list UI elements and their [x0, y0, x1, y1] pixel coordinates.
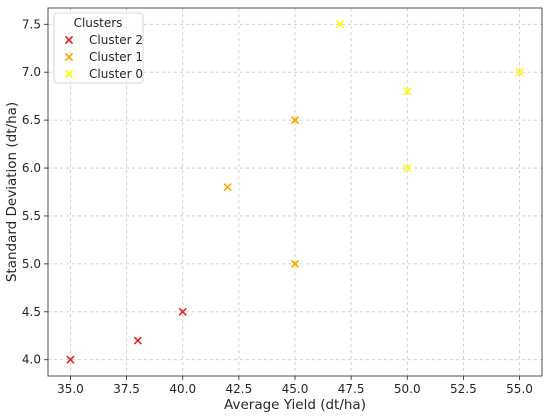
y-tick-label: 4.5 — [22, 305, 41, 319]
y-tick-label: 7.5 — [22, 17, 41, 31]
legend-entry-label: Cluster 0 — [89, 67, 143, 81]
legend-title: Clusters — [74, 16, 123, 30]
legend-entry-label: Cluster 2 — [89, 33, 143, 47]
data-point — [134, 337, 141, 344]
x-tick-label: 35.0 — [57, 382, 84, 396]
x-tick-label: 42.5 — [226, 382, 253, 396]
x-axis-label: Average Yield (dt/ha) — [224, 397, 366, 413]
y-tick-label: 5.5 — [22, 209, 41, 223]
y-axis-label: Standard Deviation (dt/ha) — [4, 102, 20, 282]
legend: Clusters Cluster 2 Cluster 1 Cluster 0 — [54, 13, 143, 83]
x-tick-label: 45.0 — [282, 382, 309, 396]
x-tick-label: 40.0 — [169, 382, 196, 396]
y-tick-label: 6.0 — [22, 161, 41, 175]
legend-entry-label: Cluster 1 — [89, 50, 143, 64]
y-tick-label: 7.0 — [22, 65, 41, 79]
y-tick-label: 6.5 — [22, 113, 41, 127]
x-tick-label: 37.5 — [113, 382, 140, 396]
data-point — [224, 184, 231, 191]
x-tick-label: 52.5 — [450, 382, 477, 396]
x-tick-label: 47.5 — [338, 382, 365, 396]
y-tick-label: 5.0 — [22, 257, 41, 271]
x-tick-label: 55.0 — [506, 382, 533, 396]
x-tick-label: 50.0 — [394, 382, 421, 396]
y-tick-label: 4.0 — [22, 353, 41, 367]
